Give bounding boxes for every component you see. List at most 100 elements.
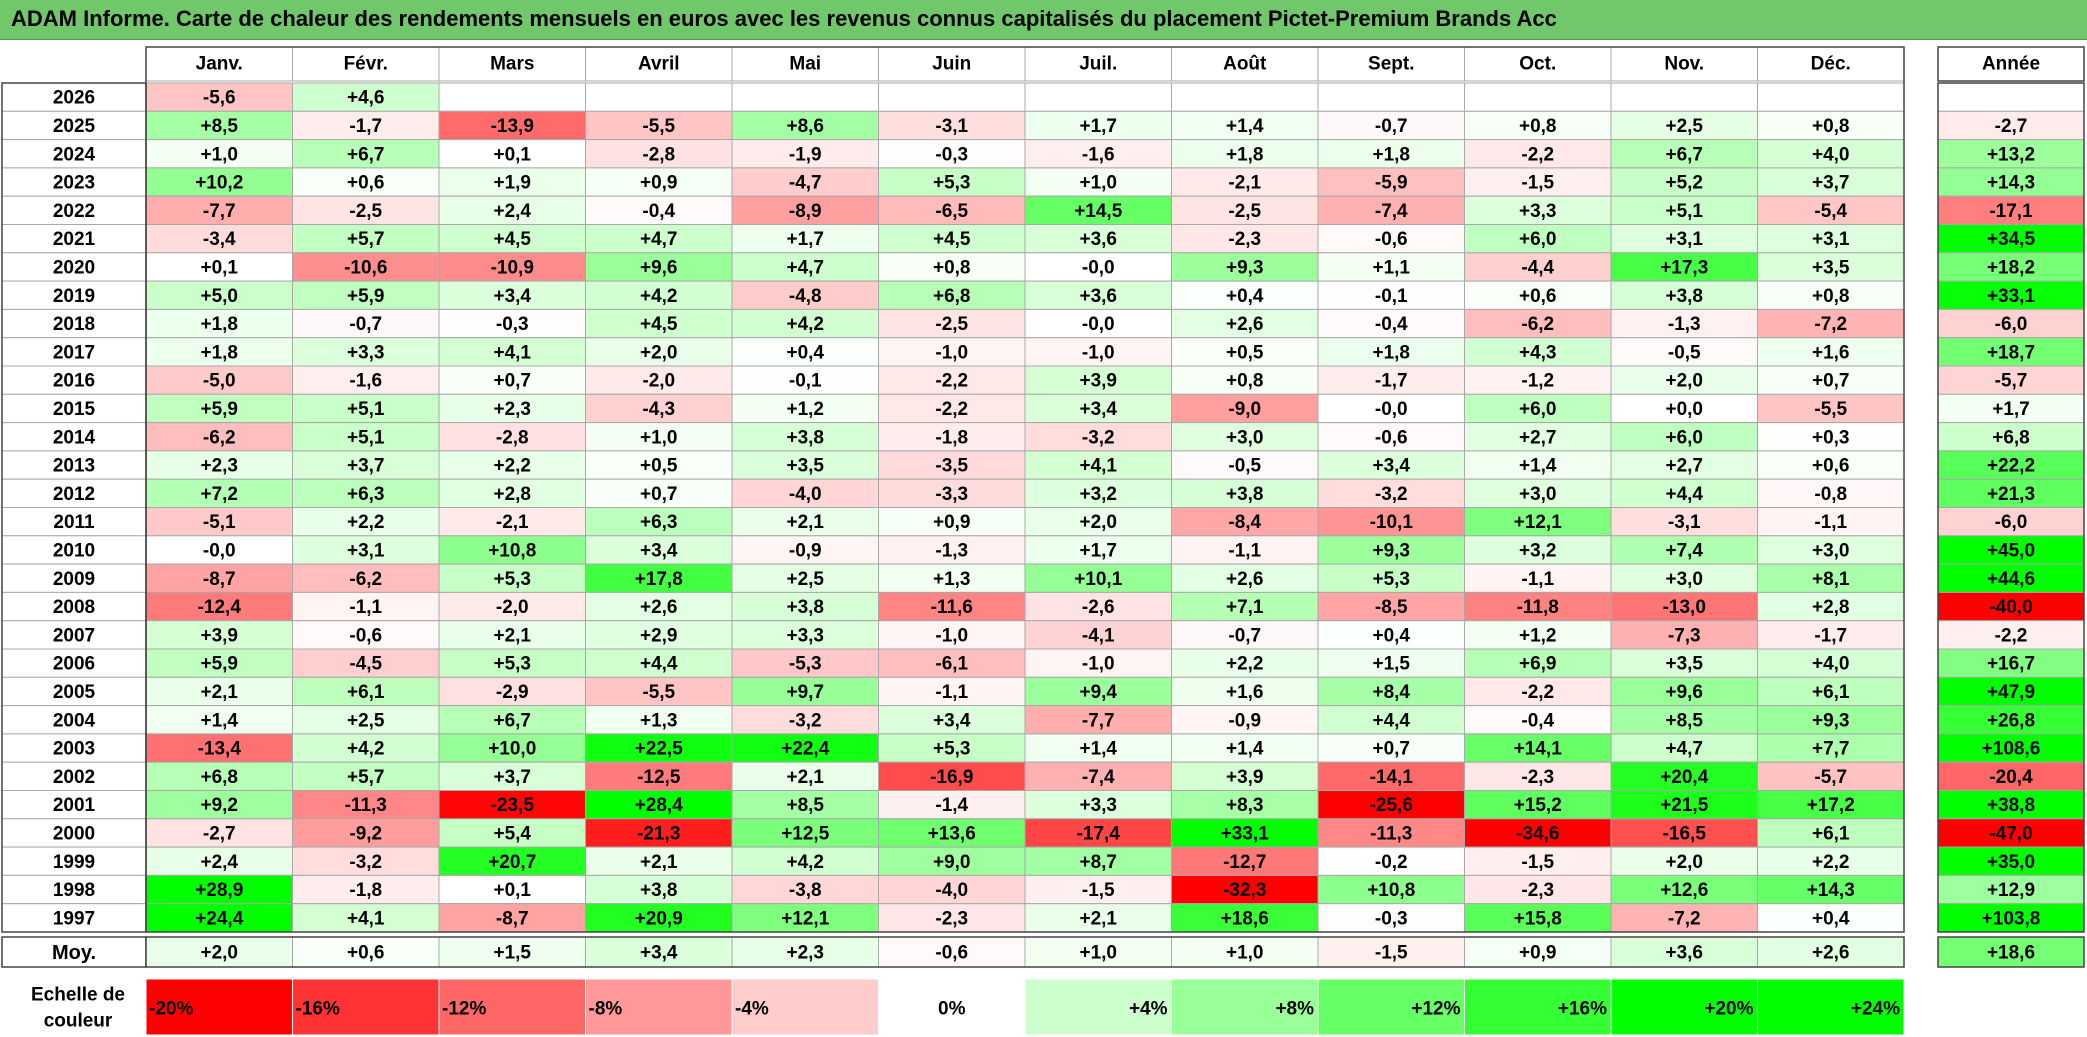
average-cell-value: -1,5 [1375, 943, 1408, 964]
heatmap-cell [1464, 365, 1612, 395]
average-cell [1317, 936, 1465, 968]
heatmap-cell [1024, 365, 1172, 395]
heatmap-cell [878, 139, 1026, 169]
heatmap-cell [1610, 874, 1758, 905]
year-label: 2007 [53, 625, 95, 646]
heatmap-cell [292, 82, 440, 112]
heatmap-cell [1464, 818, 1612, 848]
heatmap-cell [878, 818, 1026, 848]
heatmap-cell-value: +2,2 [1812, 852, 1850, 873]
heatmap-cell [585, 733, 733, 763]
heatmap-cell [731, 393, 879, 424]
annual-cell [1937, 591, 2085, 622]
heatmap-cell-value: -2,0 [642, 371, 675, 392]
heatmap-cell [1610, 393, 1758, 424]
heatmap-cell [1024, 818, 1172, 848]
heatmap-cell-value: +15,8 [1514, 908, 1562, 929]
month-header-label: Août [1223, 54, 1267, 75]
heatmap-cell [1171, 110, 1319, 141]
heatmap-cell [585, 224, 733, 254]
year-cell [1, 846, 147, 876]
heatmap-cell [1024, 167, 1172, 197]
heatmap-cell-value: +0,7 [640, 484, 678, 505]
heatmap-cell-value: +4,4 [640, 654, 678, 675]
heatmap-cell-value: +0,7 [1812, 371, 1850, 392]
heatmap-cell [145, 676, 293, 707]
heatmap-cell-value: +1,8 [1226, 144, 1264, 165]
heatmap-cell-value: -2,1 [496, 512, 529, 533]
heatmap-cell [438, 337, 586, 367]
heatmap-cell [1317, 818, 1465, 848]
heatmap-cell [1024, 648, 1172, 678]
heatmap-cell-value: +5,9 [200, 399, 238, 420]
heatmap-cell-value: -1,5 [1521, 852, 1554, 873]
annual-cell [1937, 252, 2085, 282]
heatmap-cell [1757, 648, 1905, 678]
heatmap-cell [438, 422, 586, 452]
heatmap-cell [731, 280, 879, 310]
heatmap-cell [1024, 705, 1172, 735]
heatmap-cell-value: -3,2 [789, 710, 822, 731]
heatmap-cell [878, 903, 1026, 933]
heatmap-cell-value: -7,4 [1082, 767, 1115, 788]
heatmap-cell [438, 393, 586, 424]
heatmap-cell-value: +6,0 [1665, 427, 1703, 448]
year-cell [1, 82, 147, 112]
year-label: 2012 [53, 484, 95, 505]
heatmap-cell-value: +10,2 [195, 173, 243, 194]
heatmap-cell [1757, 82, 1905, 112]
year-label: 2009 [53, 569, 95, 590]
heatmap-cell-value: +5,3 [933, 173, 971, 194]
heatmap-cell-value: -1,3 [935, 540, 968, 561]
heatmap-cell-value: -5,6 [203, 88, 236, 109]
heatmap-cell [878, 195, 1026, 225]
heatmap-cell-value: +8,3 [1226, 795, 1264, 816]
heatmap-cell-value: -3,2 [1082, 427, 1115, 448]
heatmap-cell-value: -2,9 [496, 682, 529, 703]
heatmap-cell-value: +20,9 [635, 908, 683, 929]
heatmap-cell-value: -0,9 [1228, 710, 1261, 731]
heatmap-cell-value: +3,7 [1812, 173, 1850, 194]
annual-cell-value: +47,9 [1987, 682, 2035, 703]
heatmap-cell [438, 705, 586, 735]
heatmap-cell-value: -1,6 [1082, 144, 1115, 165]
heatmap-cell-value: -1,1 [1228, 540, 1261, 561]
heatmap-cell-value: +8,7 [1079, 852, 1117, 873]
heatmap-cell [1610, 195, 1758, 225]
heatmap-cell-value: -0,6 [1375, 427, 1408, 448]
average-cell-value: -0,6 [935, 943, 968, 964]
year-label: 2006 [53, 654, 95, 675]
scale-swatch [1610, 978, 1758, 1036]
heatmap-cell-value: +4,1 [347, 908, 385, 929]
heatmap-cell-value: -9,2 [349, 823, 382, 844]
heatmap-cell [1757, 535, 1905, 565]
heatmap-cell-value: -6,2 [203, 427, 236, 448]
heatmap-cell [585, 195, 733, 225]
heatmap-cell [145, 280, 293, 310]
average-annual-value: +18,6 [1987, 943, 2035, 964]
heatmap-cell-value: +3,0 [1519, 484, 1557, 505]
heatmap-cell [1757, 705, 1905, 735]
heatmap-cell-value: +3,5 [1665, 654, 1703, 675]
heatmap-cell [1317, 507, 1465, 537]
heatmap-cell-value: -21,3 [637, 823, 680, 844]
heatmap-cell-value: -9,0 [1228, 399, 1261, 420]
heatmap-cell-value: +20,4 [1660, 767, 1709, 788]
heatmap-cell-value: -7,7 [1082, 710, 1115, 731]
heatmap-cell [292, 648, 440, 678]
annual-cell-value: -20,4 [1989, 767, 2033, 788]
heatmap-cell [438, 308, 586, 339]
heatmap-cell-value: -1,7 [1375, 371, 1408, 392]
heatmap-cell [1610, 620, 1758, 650]
heatmap-cell [731, 563, 879, 593]
heatmap-cell [292, 507, 440, 537]
heatmap-cell-value: +4,2 [347, 739, 385, 760]
heatmap-cell [731, 82, 879, 112]
heatmap-cell-value: +0,6 [347, 173, 385, 194]
heatmap-cell-value: +0,7 [1372, 739, 1410, 760]
annual-cell-value: -2,2 [1995, 625, 2028, 646]
heatmap-cell-value: -2,0 [496, 597, 529, 618]
heatmap-cell-value: +4,3 [1519, 342, 1557, 363]
heatmap-cell-value: +8,1 [1812, 569, 1850, 590]
heatmap-cell [878, 393, 1026, 424]
